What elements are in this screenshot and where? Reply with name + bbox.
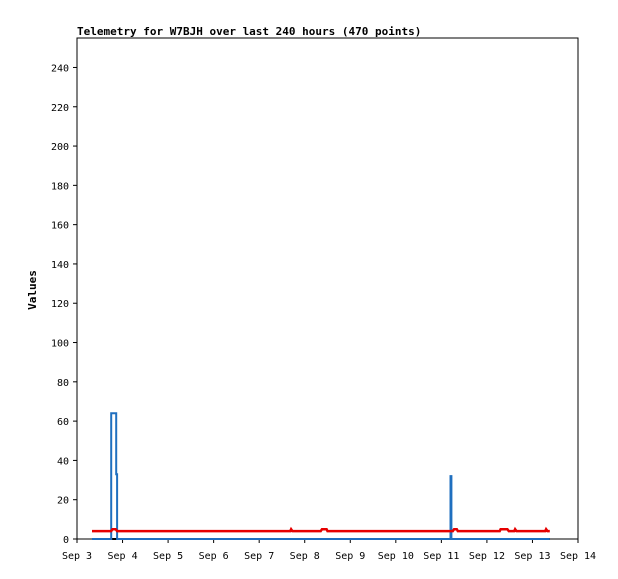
x-tick-label: Sep 5 bbox=[153, 551, 183, 562]
x-tick-label: Sep 14 bbox=[560, 551, 596, 562]
x-tick-label: Sep 9 bbox=[335, 551, 365, 562]
x-tick-label: Sep 3 bbox=[62, 551, 92, 562]
y-tick-label: 240 bbox=[51, 63, 69, 74]
y-axis-label: Values bbox=[26, 270, 39, 310]
x-tick-label: Sep 6 bbox=[199, 551, 229, 562]
x-tick-label: Sep 13 bbox=[514, 551, 550, 562]
series-layer bbox=[92, 412, 550, 540]
x-tick-label: Sep 10 bbox=[378, 551, 414, 562]
y-tick-label: 100 bbox=[51, 339, 69, 350]
x-tick-label: Sep 11 bbox=[423, 551, 459, 562]
y-tick-label: 80 bbox=[57, 378, 69, 389]
x-tick-label: Sep 8 bbox=[290, 551, 320, 562]
x-tick-label: Sep 7 bbox=[244, 551, 274, 562]
y-tick-label: 40 bbox=[57, 456, 69, 467]
y-tick-label: 0 bbox=[63, 535, 69, 546]
y-tick-label: 60 bbox=[57, 417, 69, 428]
x-axis-ticks: Sep 3 Sep 4 Sep 5 Sep 6 Sep 7 Sep 8 Sep 9 Sep 1… bbox=[62, 539, 596, 562]
y-tick-label: 180 bbox=[51, 181, 69, 192]
x-tick-label: Sep 4 bbox=[107, 551, 137, 562]
y-tick-label: 220 bbox=[51, 103, 69, 114]
plot-frame bbox=[76, 37, 579, 540]
chart-title: Telemetry for W7BJH over last 240 hours … bbox=[77, 25, 421, 38]
y-tick-label: 120 bbox=[51, 299, 69, 310]
y-tick-label: 160 bbox=[51, 221, 69, 232]
series-line bbox=[92, 412, 550, 540]
y-axis-ticks: 0 20 40 60 80 100 120 140 160 180 200 220 240 bbox=[51, 63, 77, 546]
y-tick-label: 200 bbox=[51, 142, 69, 153]
y-tick-label: 20 bbox=[57, 496, 69, 507]
x-tick-label: Sep 12 bbox=[469, 551, 505, 562]
series-line bbox=[92, 526, 550, 533]
y-tick-label: 140 bbox=[51, 260, 69, 271]
